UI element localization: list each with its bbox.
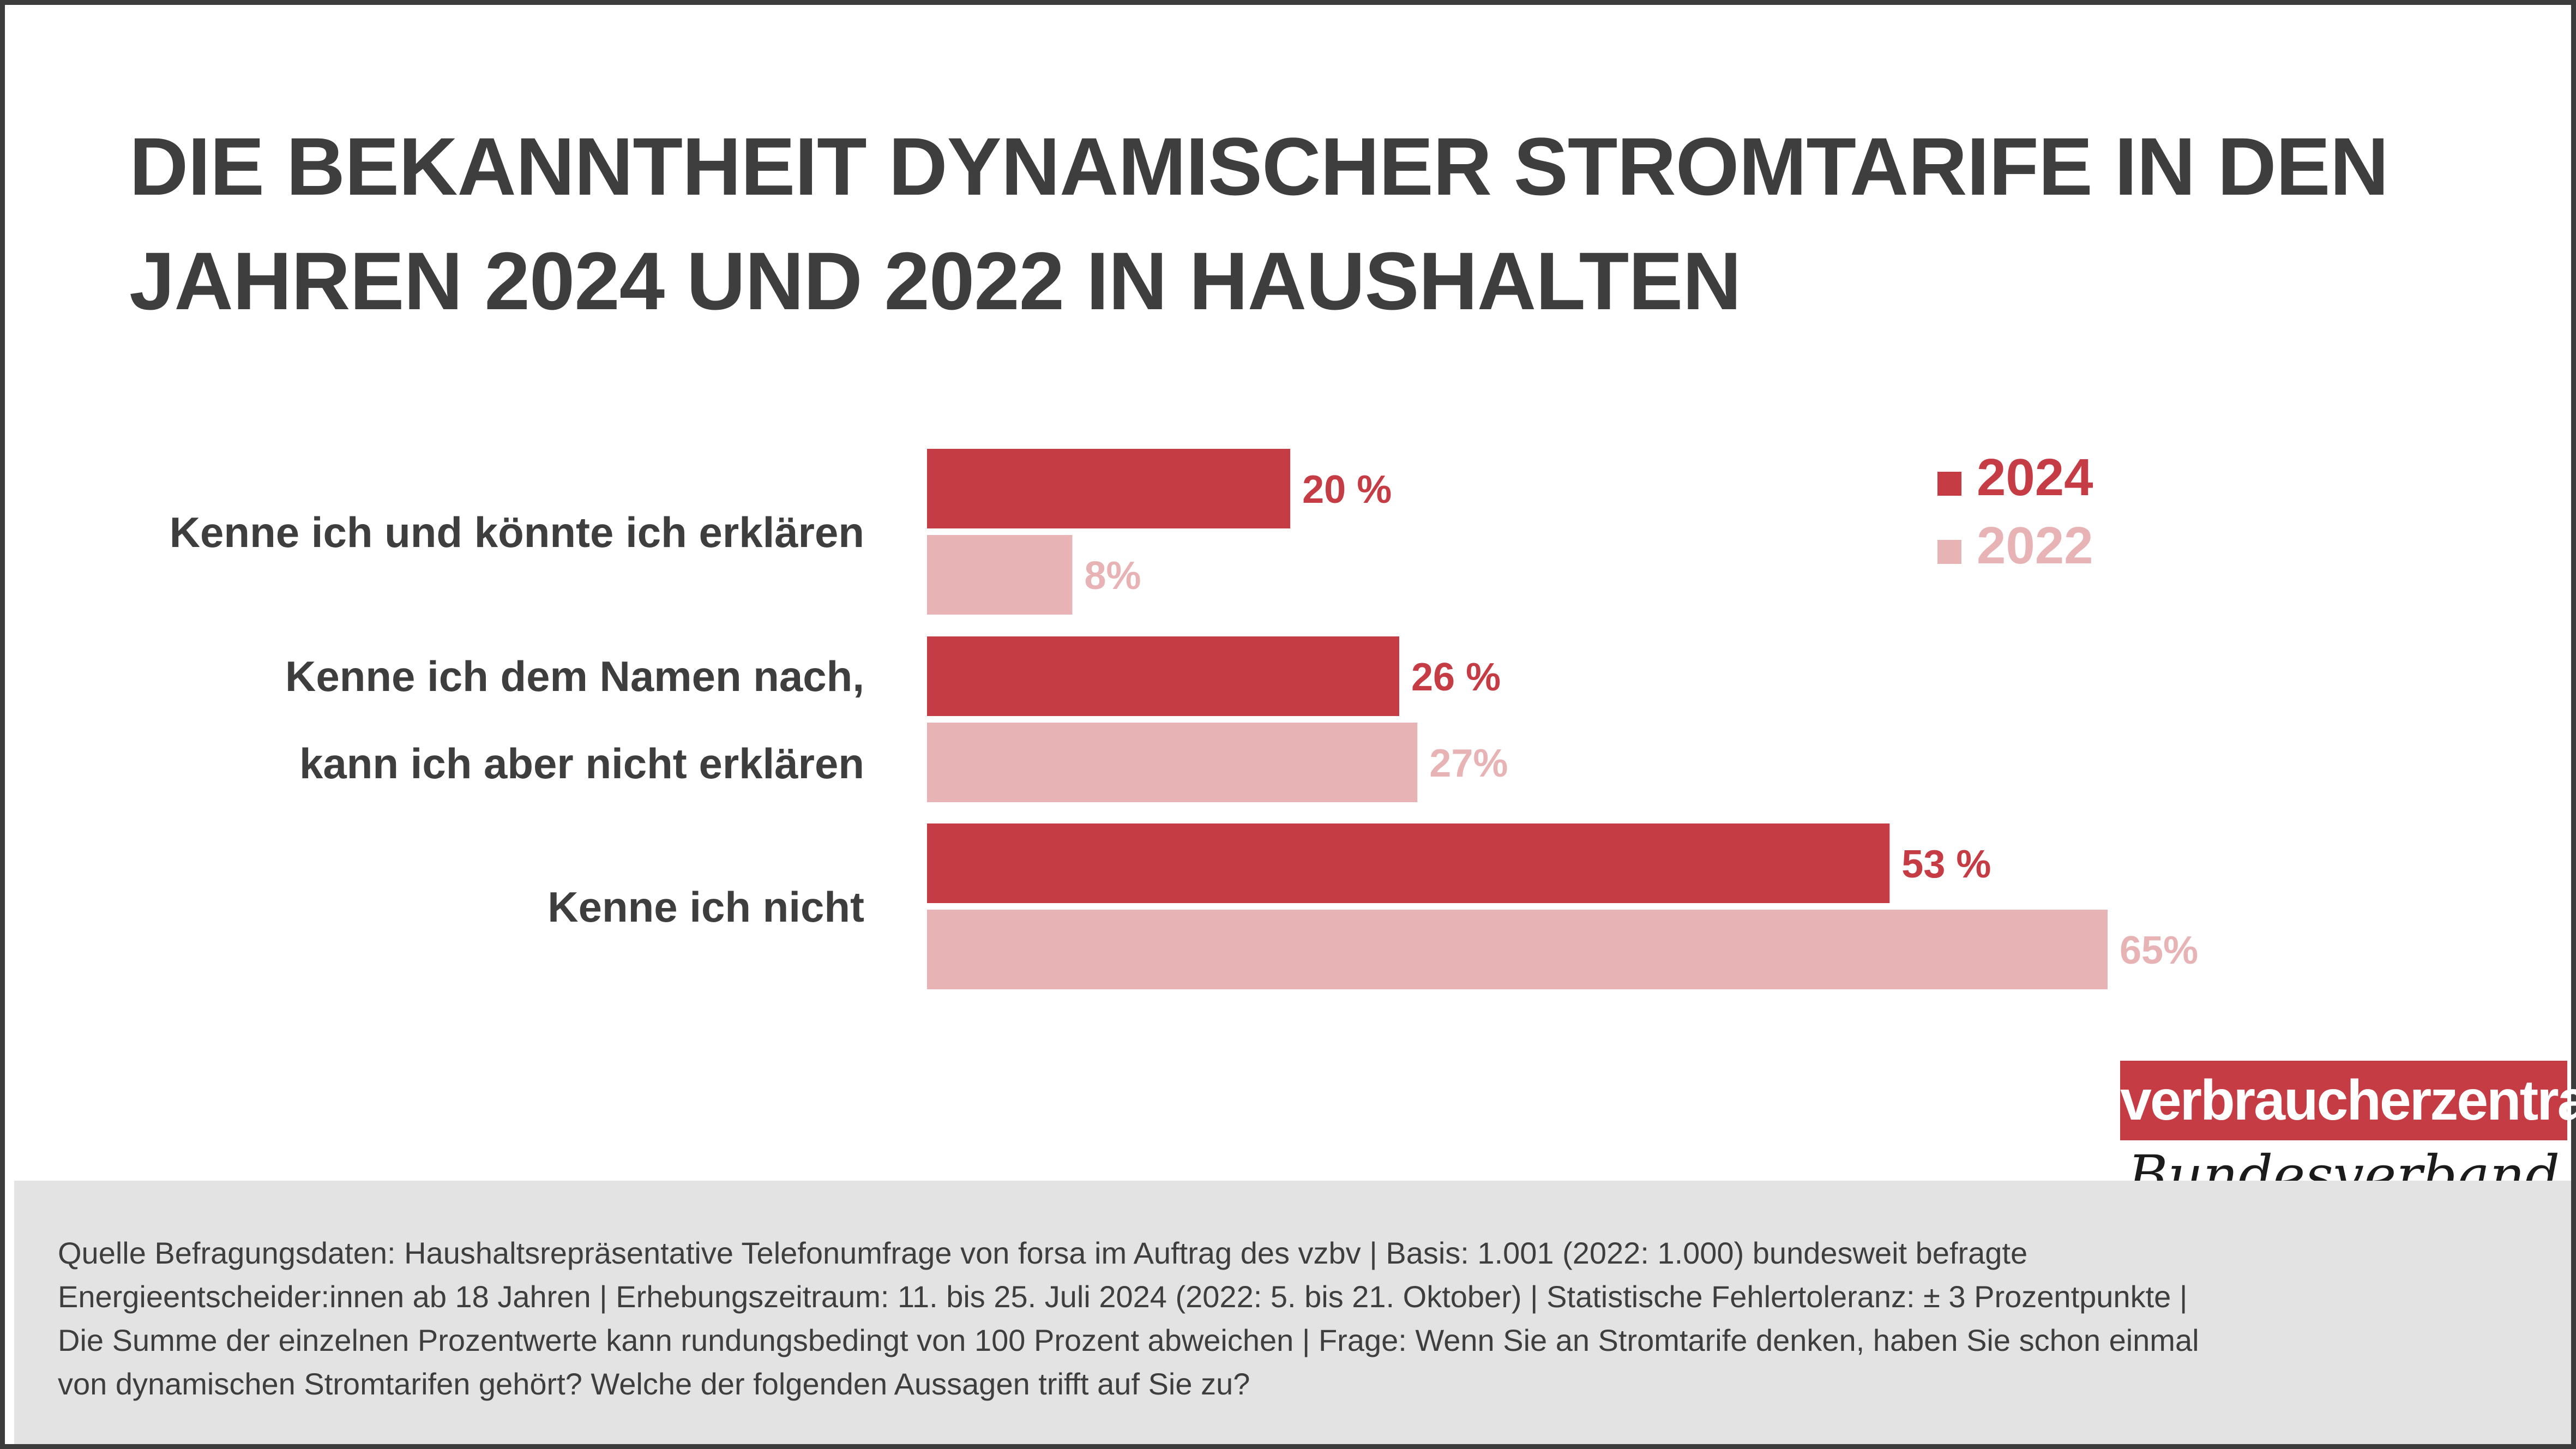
footer-source-box: Quelle Befragungsdaten: Haushaltsrepräse…: [14, 1181, 2571, 1444]
legend-swatch-2024: [1937, 472, 1961, 496]
category-label: Kenne ich und könnte ich erklären: [170, 508, 864, 556]
footer-source-text: Quelle Befragungsdaten: Haushaltsrepräse…: [58, 1236, 2199, 1401]
bar-2022: [927, 723, 1418, 802]
bar-chart: Kenne ich und könnte ich erklären 20 % 8% K…: [170, 448, 2198, 989]
chart-title: DIE BEKANNTHEIT DYNAMISCHER STROMTARIFE …: [129, 121, 2389, 327]
value-label-2022: 65%: [2120, 929, 2198, 972]
bar-2022: [927, 910, 2108, 989]
category-label: kann ich aber nicht erklären: [299, 739, 864, 787]
legend-swatch-2022: [1937, 540, 1961, 564]
value-label-2024: 53 %: [1901, 843, 1991, 886]
category-label: Kenne ich dem Namen nach,: [285, 652, 864, 700]
value-label-2022: 27%: [1429, 742, 1508, 785]
value-label-2022: 8%: [1084, 554, 1141, 598]
verbraucherzentrale-logo: verbraucherzentrale: [2120, 1061, 2576, 1140]
bar-2024: [927, 823, 1890, 903]
category-label: Kenne ich nicht: [547, 883, 864, 931]
value-label-2024: 20 %: [1302, 468, 1392, 512]
value-label-2024: 26 %: [1411, 656, 1501, 699]
legend-label-2024: 2024: [1977, 448, 2093, 507]
bar-2024: [927, 636, 1399, 716]
legend-label-2022: 2022: [1977, 516, 2093, 575]
bar-2024: [927, 449, 1291, 528]
bar-2022: [927, 535, 1073, 615]
